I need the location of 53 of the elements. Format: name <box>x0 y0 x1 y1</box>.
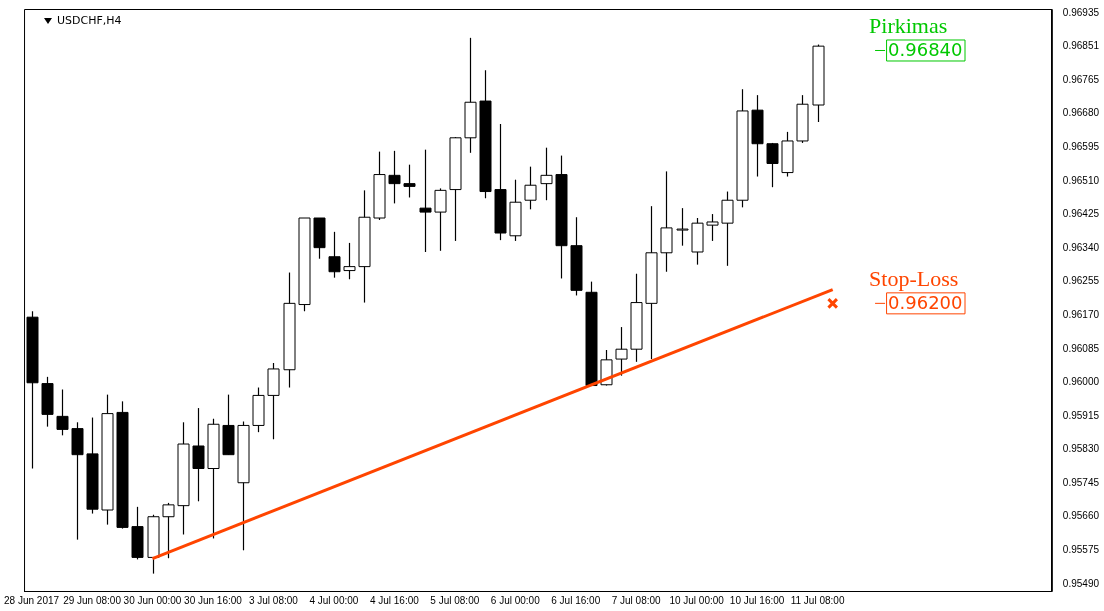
candlestick <box>343 242 356 280</box>
y-tick-label: 0.95490 <box>1062 577 1100 589</box>
ref-line-label: 0.96840 <box>888 39 963 61</box>
candlestick <box>419 149 432 253</box>
x-tick-label: 5 Jul 08:00 <box>430 594 480 606</box>
y-tick-label: 0.95660 <box>1062 510 1100 522</box>
candlestick <box>706 213 719 242</box>
y-tick-label: 0.96000 <box>1062 376 1100 388</box>
x-tick-label: 4 Jul 16:00 <box>369 594 420 606</box>
annotation: Stop-Loss <box>869 266 959 292</box>
y-tick-label: 0.96255 <box>1062 275 1100 287</box>
x-tick-label: 3 Jul 08:00 <box>248 594 299 606</box>
candlestick <box>721 190 734 267</box>
candlestick <box>766 142 779 188</box>
y-tick-label: 0.96851 <box>1062 39 1100 51</box>
y-tick-label: 0.96510 <box>1062 174 1100 186</box>
y-tick-label: 0.96085 <box>1062 342 1100 354</box>
candlestick <box>434 187 447 252</box>
y-tick-label: 0.96595 <box>1062 141 1100 153</box>
candlestick <box>403 164 416 199</box>
x-tick-label: 29 Jun 08:00 <box>63 594 122 606</box>
x-tick-label: 10 Jul 16:00 <box>729 594 785 606</box>
x-tick-label: 4 Jul 00:00 <box>309 594 359 606</box>
y-tick-label: 0.95745 <box>1062 476 1100 488</box>
candlestick <box>192 407 205 502</box>
y-tick-label: 0.96340 <box>1062 241 1100 253</box>
candlestick <box>56 388 69 436</box>
ref-line-label: 0.96200 <box>888 292 963 314</box>
x-tick-label: 28 Jun 2017 <box>4 594 60 606</box>
y-tick-label: 0.96935 <box>1062 6 1100 18</box>
y-tick-label: 0.95575 <box>1062 544 1100 556</box>
y-tick-label: 0.96425 <box>1062 208 1100 220</box>
candlestick <box>540 147 553 201</box>
x-tick-label: 30 Jun 16:00 <box>184 594 243 606</box>
x-tick-label: 30 Jun 00:00 <box>123 594 182 606</box>
x-tick-label: 6 Jul 16:00 <box>551 594 601 606</box>
candlestick <box>676 207 689 247</box>
candlestick <box>162 502 175 559</box>
y-tick-label: 0.95830 <box>1062 443 1100 455</box>
annotation: Pirkimas <box>869 13 948 39</box>
candlestick <box>388 150 401 204</box>
x-tick-label: 11 Jul 08:00 <box>790 594 845 606</box>
candlestick <box>328 231 341 279</box>
y-tick-label: 0.96765 <box>1062 73 1100 85</box>
y-tick-label: 0.96170 <box>1062 308 1100 320</box>
text: USDCHF,H4 <box>57 14 122 27</box>
x-tick-label: 6 Jul 00:00 <box>490 594 541 606</box>
candlestick <box>615 326 628 377</box>
candlestick <box>524 166 537 210</box>
y-tick-label: 0.95915 <box>1062 409 1100 421</box>
y-tick-label: 0.96680 <box>1062 107 1100 119</box>
x-tick-label: 10 Jul 00:00 <box>669 594 725 606</box>
x-tick-label: 7 Jul 08:00 <box>611 594 662 606</box>
